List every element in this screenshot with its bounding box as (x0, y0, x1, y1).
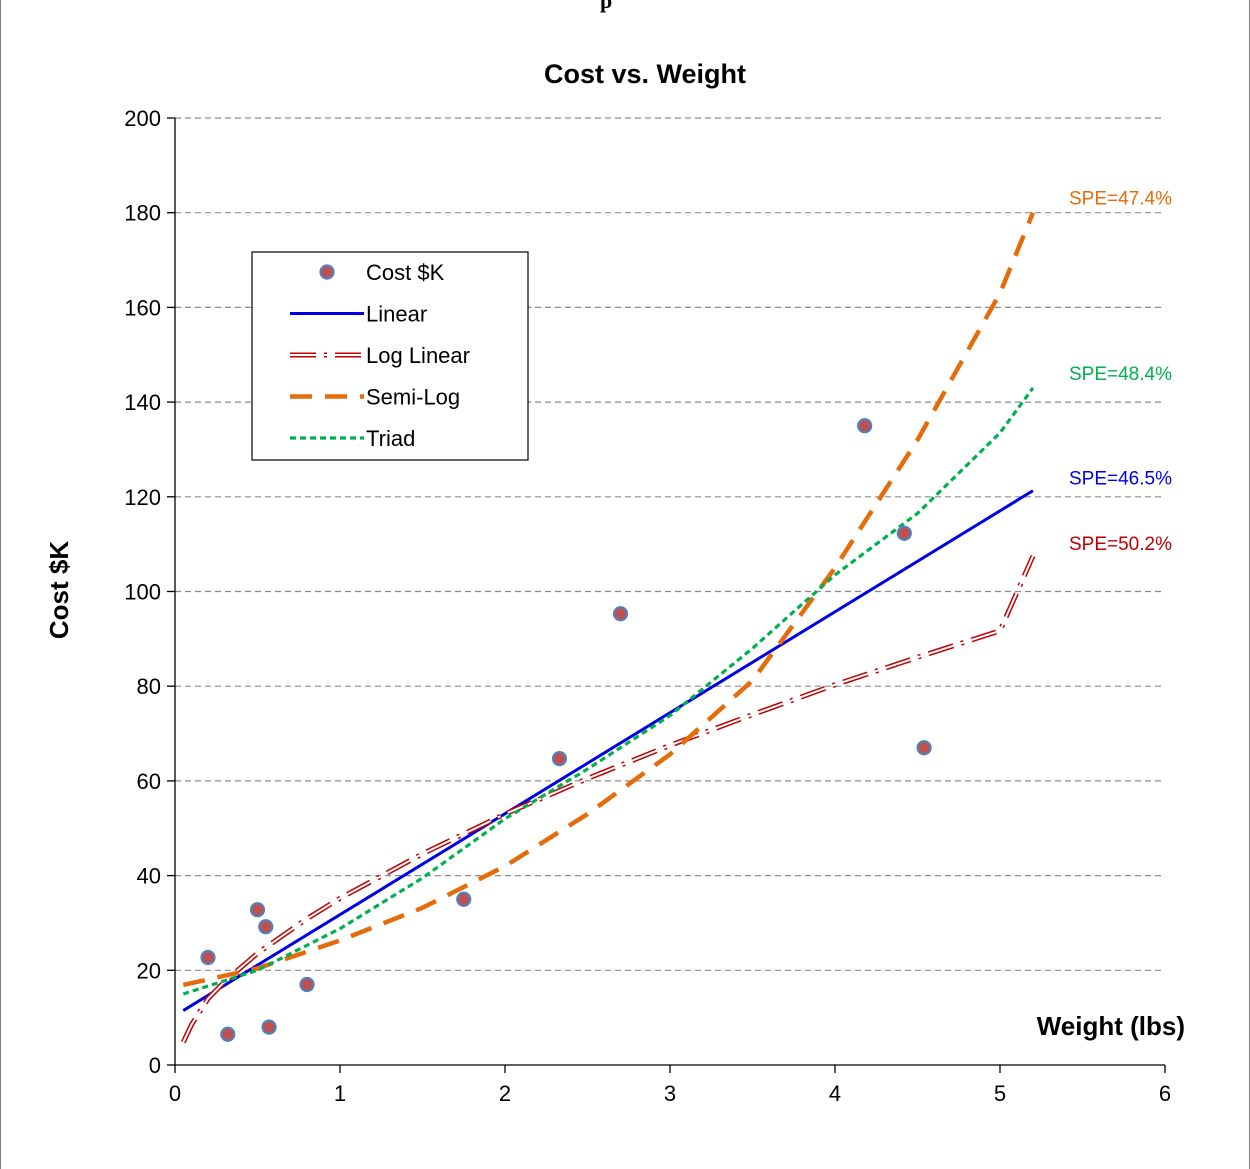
y-tick-label: 40 (137, 864, 161, 889)
fit-lines (180, 211, 1036, 1044)
data-point (857, 418, 873, 434)
series-line-triad (182, 386, 1035, 996)
legend-label: Cost $K (366, 260, 445, 285)
y-tick-label: 200 (124, 106, 161, 131)
y-axis-title: Cost $K (44, 541, 74, 639)
annotation-linear: SPE=46.5% (1069, 469, 1172, 490)
gridlines (175, 117, 1165, 971)
annotation-triad: SPE=48.4% (1069, 364, 1172, 385)
y-tick-label: 0 (149, 1053, 161, 1078)
legend-label: Linear (366, 302, 427, 327)
data-points (200, 418, 932, 1042)
x-tick-label: 5 (994, 1081, 1006, 1106)
data-point (916, 740, 932, 756)
legend-label: Semi-Log (366, 385, 460, 410)
x-tick-label: 4 (829, 1081, 841, 1106)
x-tick-label: 0 (169, 1081, 181, 1106)
legend-label: Triad (366, 426, 415, 451)
y-tick-label: 20 (137, 958, 161, 983)
series-line-log-linear-inner (182, 555, 1034, 1043)
x-tick-label: 3 (664, 1081, 676, 1106)
annotation-log-linear: SPE=50.2% (1069, 534, 1172, 555)
x-tick-labels: 0 1 2 3 4 5 6 (169, 1081, 1171, 1106)
legend-marker-cost (319, 264, 335, 280)
y-tick-label: 60 (137, 769, 161, 794)
y-tick-label: 80 (137, 674, 161, 699)
y-tick-label: 140 (124, 390, 161, 415)
y-tick-label: 160 (124, 295, 161, 320)
data-point (612, 606, 629, 622)
data-point (220, 1026, 236, 1042)
x-tick-label: 1 (334, 1081, 346, 1106)
data-point (551, 751, 568, 767)
data-point (261, 1019, 277, 1035)
y-tick-label: 180 (124, 201, 161, 226)
legend: Cost $K Linear Log Linear Semi-Log Triad (251, 251, 529, 461)
x-tick-label: 6 (1159, 1081, 1171, 1106)
series-line-linear (182, 489, 1034, 1012)
data-point (896, 525, 912, 541)
legend-label: Log Linear (366, 343, 470, 368)
page-text-fragment: p (600, 0, 613, 13)
annotation-semi-log: SPE=47.4% (1069, 189, 1172, 210)
data-point (258, 919, 274, 935)
data-point (299, 976, 315, 993)
chart-title: Cost vs. Weight (544, 59, 746, 89)
data-point (249, 902, 266, 918)
x-tick-label: 2 (499, 1081, 511, 1106)
data-point (456, 891, 472, 907)
y-tick-labels: 0 20 40 60 80 100 120 140 160 180 200 (124, 106, 161, 1078)
series-line-semi-log (182, 211, 1036, 988)
data-point (200, 949, 216, 966)
x-axis-title: Weight (lbs) (1037, 1011, 1185, 1041)
y-tick-label: 120 (124, 485, 161, 510)
y-tick-label: 100 (124, 580, 161, 605)
spe-annotations: SPE=46.5% SPE=50.2% SPE=47.4% SPE=48.4% (1069, 189, 1172, 555)
axes (167, 117, 1166, 1073)
